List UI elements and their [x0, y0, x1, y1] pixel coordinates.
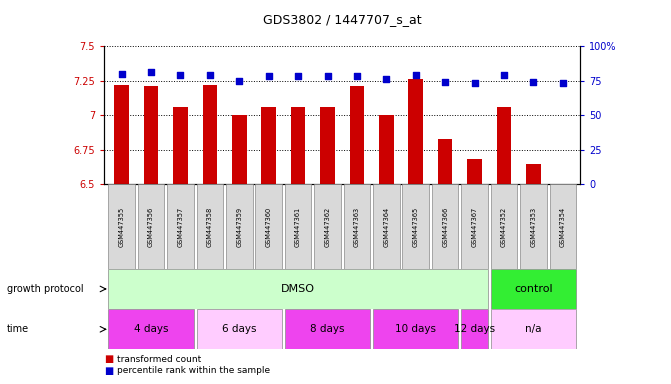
Text: GSM447353: GSM447353: [530, 207, 536, 247]
Text: growth protocol: growth protocol: [7, 284, 83, 294]
Bar: [197, 184, 223, 269]
Text: ■: ■: [104, 354, 113, 364]
Text: percentile rank within the sample: percentile rank within the sample: [117, 366, 270, 375]
Point: [175, 72, 186, 78]
Text: control: control: [514, 284, 553, 294]
Point: [528, 79, 539, 85]
Bar: [350, 86, 364, 184]
Text: GSM447355: GSM447355: [119, 207, 125, 247]
Bar: [462, 309, 488, 349]
Text: GSM447352: GSM447352: [501, 207, 507, 247]
Text: GSM447366: GSM447366: [442, 207, 448, 247]
Bar: [138, 184, 164, 269]
Text: n/a: n/a: [525, 324, 541, 334]
Bar: [373, 309, 458, 349]
Bar: [256, 184, 282, 269]
Point: [116, 71, 127, 77]
Text: GSM447365: GSM447365: [413, 207, 419, 247]
Bar: [373, 184, 399, 269]
Text: ■: ■: [104, 366, 113, 376]
Point: [381, 76, 392, 82]
Bar: [526, 164, 541, 184]
Bar: [109, 184, 135, 269]
Bar: [520, 184, 547, 269]
Text: GSM447359: GSM447359: [236, 207, 242, 247]
Bar: [173, 107, 188, 184]
Text: 6 days: 6 days: [222, 324, 256, 334]
Bar: [314, 184, 341, 269]
Text: DMSO: DMSO: [281, 284, 315, 294]
Bar: [491, 184, 517, 269]
Point: [499, 72, 509, 78]
Bar: [491, 269, 576, 309]
Point: [205, 72, 215, 78]
Text: GSM447356: GSM447356: [148, 207, 154, 247]
Text: transformed count: transformed count: [117, 354, 202, 364]
Bar: [491, 309, 576, 349]
Bar: [344, 184, 370, 269]
Bar: [437, 139, 452, 184]
Text: time: time: [7, 324, 29, 334]
Point: [322, 73, 333, 79]
Text: GSM447364: GSM447364: [383, 207, 389, 247]
Text: GSM447362: GSM447362: [325, 207, 331, 247]
Bar: [232, 115, 247, 184]
Point: [440, 79, 450, 85]
Bar: [379, 115, 394, 184]
Text: GSM447357: GSM447357: [177, 207, 183, 247]
Point: [469, 80, 480, 86]
Bar: [285, 309, 370, 349]
Point: [234, 78, 245, 84]
Bar: [144, 86, 158, 184]
Point: [558, 80, 568, 86]
Bar: [197, 309, 282, 349]
Text: GDS3802 / 1447707_s_at: GDS3802 / 1447707_s_at: [263, 13, 421, 26]
Text: GSM447354: GSM447354: [560, 207, 566, 247]
Text: GSM447361: GSM447361: [295, 207, 301, 247]
Bar: [167, 184, 194, 269]
Bar: [226, 184, 252, 269]
Bar: [320, 107, 335, 184]
Text: 8 days: 8 days: [310, 324, 345, 334]
Bar: [497, 107, 511, 184]
Bar: [467, 159, 482, 184]
Point: [352, 73, 362, 79]
Bar: [109, 269, 488, 309]
Text: GSM447358: GSM447358: [207, 207, 213, 247]
Text: 12 days: 12 days: [454, 324, 495, 334]
Bar: [109, 309, 194, 349]
Bar: [261, 107, 276, 184]
Point: [293, 73, 303, 79]
Bar: [203, 85, 217, 184]
Bar: [114, 85, 129, 184]
Text: GSM447360: GSM447360: [266, 207, 272, 247]
Bar: [462, 184, 488, 269]
Text: 10 days: 10 days: [395, 324, 436, 334]
Bar: [432, 184, 458, 269]
Point: [263, 73, 274, 79]
Bar: [550, 184, 576, 269]
Bar: [291, 107, 305, 184]
Text: GSM447363: GSM447363: [354, 207, 360, 247]
Text: 4 days: 4 days: [134, 324, 168, 334]
Point: [146, 69, 156, 75]
Bar: [403, 184, 429, 269]
Bar: [409, 79, 423, 184]
Point: [411, 72, 421, 78]
Bar: [285, 184, 311, 269]
Text: GSM447367: GSM447367: [472, 207, 478, 247]
